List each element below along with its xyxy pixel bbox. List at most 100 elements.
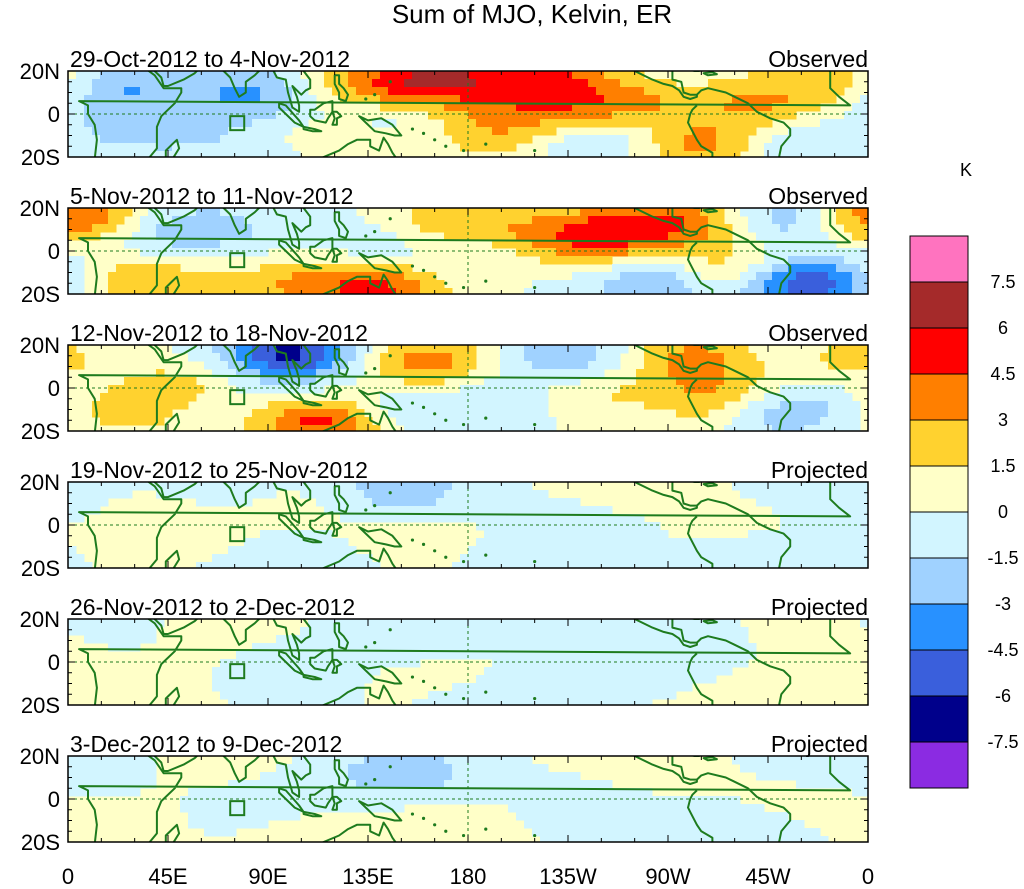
anomaly-cell xyxy=(348,619,357,628)
anomaly-cell xyxy=(284,538,293,547)
anomaly-cell xyxy=(348,425,357,431)
anomaly-cell xyxy=(236,119,245,128)
anomaly-cell xyxy=(396,272,405,281)
anomaly-cell xyxy=(340,353,349,362)
anomaly-cell xyxy=(564,95,573,104)
southeast-asia-outline xyxy=(272,71,312,113)
anomaly-cell xyxy=(724,393,733,402)
anomaly-cell xyxy=(836,135,845,144)
island-dot xyxy=(421,542,426,546)
anomaly-cell xyxy=(300,216,309,225)
anomaly-cell xyxy=(228,135,237,144)
anomaly-cell xyxy=(356,788,365,797)
map-content xyxy=(68,619,868,705)
anomaly-cell xyxy=(348,659,357,668)
anomaly-cell xyxy=(796,135,805,144)
anomaly-cell xyxy=(644,522,653,531)
anomaly-cell xyxy=(516,683,525,692)
anomaly-cell xyxy=(524,546,533,555)
anomaly-cell xyxy=(308,224,317,233)
anomaly-cell xyxy=(740,87,749,96)
anomaly-cell xyxy=(428,272,437,281)
anomaly-cell xyxy=(332,506,341,515)
anomaly-cell xyxy=(476,683,485,692)
anomaly-cell xyxy=(540,780,549,789)
anomaly-cell xyxy=(188,224,197,233)
anomaly-cell xyxy=(580,111,589,120)
anomaly-cell xyxy=(636,804,645,813)
anomaly-cell xyxy=(476,796,485,805)
anomaly-cell xyxy=(612,836,621,842)
anomaly-cell xyxy=(356,482,365,491)
anomaly-cell xyxy=(812,256,821,265)
anomaly-cell xyxy=(380,756,389,765)
anomaly-cell xyxy=(260,796,269,805)
anomaly-cell xyxy=(636,95,645,104)
anomaly-cell xyxy=(748,127,757,136)
anomaly-cell xyxy=(380,232,389,241)
anomaly-cell xyxy=(124,756,133,765)
anomaly-cell xyxy=(532,232,541,241)
anomaly-cell xyxy=(628,562,637,568)
anomaly-cell xyxy=(236,71,245,80)
anomaly-cell xyxy=(812,216,821,225)
anomaly-cell xyxy=(772,208,781,217)
anomaly-cell xyxy=(100,619,109,628)
anomaly-cell xyxy=(636,385,645,394)
anomaly-cell xyxy=(204,119,213,128)
anomaly-cell xyxy=(540,619,549,628)
island-dot xyxy=(421,816,426,820)
anomaly-cell xyxy=(828,280,837,289)
anomaly-cell xyxy=(708,248,717,257)
anomaly-cell xyxy=(316,361,325,370)
anomaly-cell xyxy=(636,683,645,692)
anomaly-cell xyxy=(388,369,397,378)
anomaly-cell xyxy=(420,377,429,386)
anomaly-cell xyxy=(372,756,381,765)
anomaly-cell xyxy=(588,216,597,225)
anomaly-cell xyxy=(804,272,813,281)
anomaly-cell xyxy=(652,683,661,692)
anomaly-cell xyxy=(308,764,317,773)
anomaly-cell xyxy=(748,216,757,225)
anomaly-cell xyxy=(804,224,813,233)
anomaly-cell xyxy=(308,619,317,628)
anomaly-cell xyxy=(420,482,429,491)
anomaly-cell xyxy=(204,280,213,289)
anomaly-cell xyxy=(452,417,461,426)
anomaly-cell xyxy=(660,127,669,136)
anomaly-cell xyxy=(276,280,285,289)
anomaly-cell xyxy=(660,119,669,128)
anomaly-cell xyxy=(780,208,789,217)
anomaly-cell xyxy=(620,248,629,257)
anomaly-cell xyxy=(228,361,237,370)
anomaly-cell xyxy=(396,804,405,813)
anomaly-cell xyxy=(724,119,733,128)
anomaly-cell xyxy=(228,377,237,386)
anomaly-cell xyxy=(492,780,501,789)
anomaly-cell xyxy=(772,240,781,249)
anomaly-cell xyxy=(268,667,277,676)
anomaly-cell xyxy=(844,401,853,410)
anomaly-cell xyxy=(500,699,509,705)
anomaly-cell xyxy=(508,796,517,805)
anomaly-cell xyxy=(596,216,605,225)
anomaly-cell xyxy=(556,119,565,128)
anomaly-cell xyxy=(564,554,573,563)
anomaly-cell xyxy=(156,385,165,394)
island-dot xyxy=(433,823,437,827)
anomaly-cell xyxy=(412,659,421,668)
anomaly-cell xyxy=(388,498,397,507)
anomaly-cell xyxy=(484,619,493,628)
anomaly-cell xyxy=(852,280,861,289)
anomaly-cell xyxy=(484,764,493,773)
anomaly-cell xyxy=(596,224,605,233)
anomaly-cell xyxy=(452,103,461,112)
anomaly-cell xyxy=(132,151,141,157)
anomaly-cell xyxy=(596,659,605,668)
anomaly-cell xyxy=(404,627,413,636)
anomaly-cell xyxy=(148,224,157,233)
anomaly-cell xyxy=(372,87,381,96)
anomaly-cell xyxy=(532,87,541,96)
anomaly-cell xyxy=(516,71,525,80)
